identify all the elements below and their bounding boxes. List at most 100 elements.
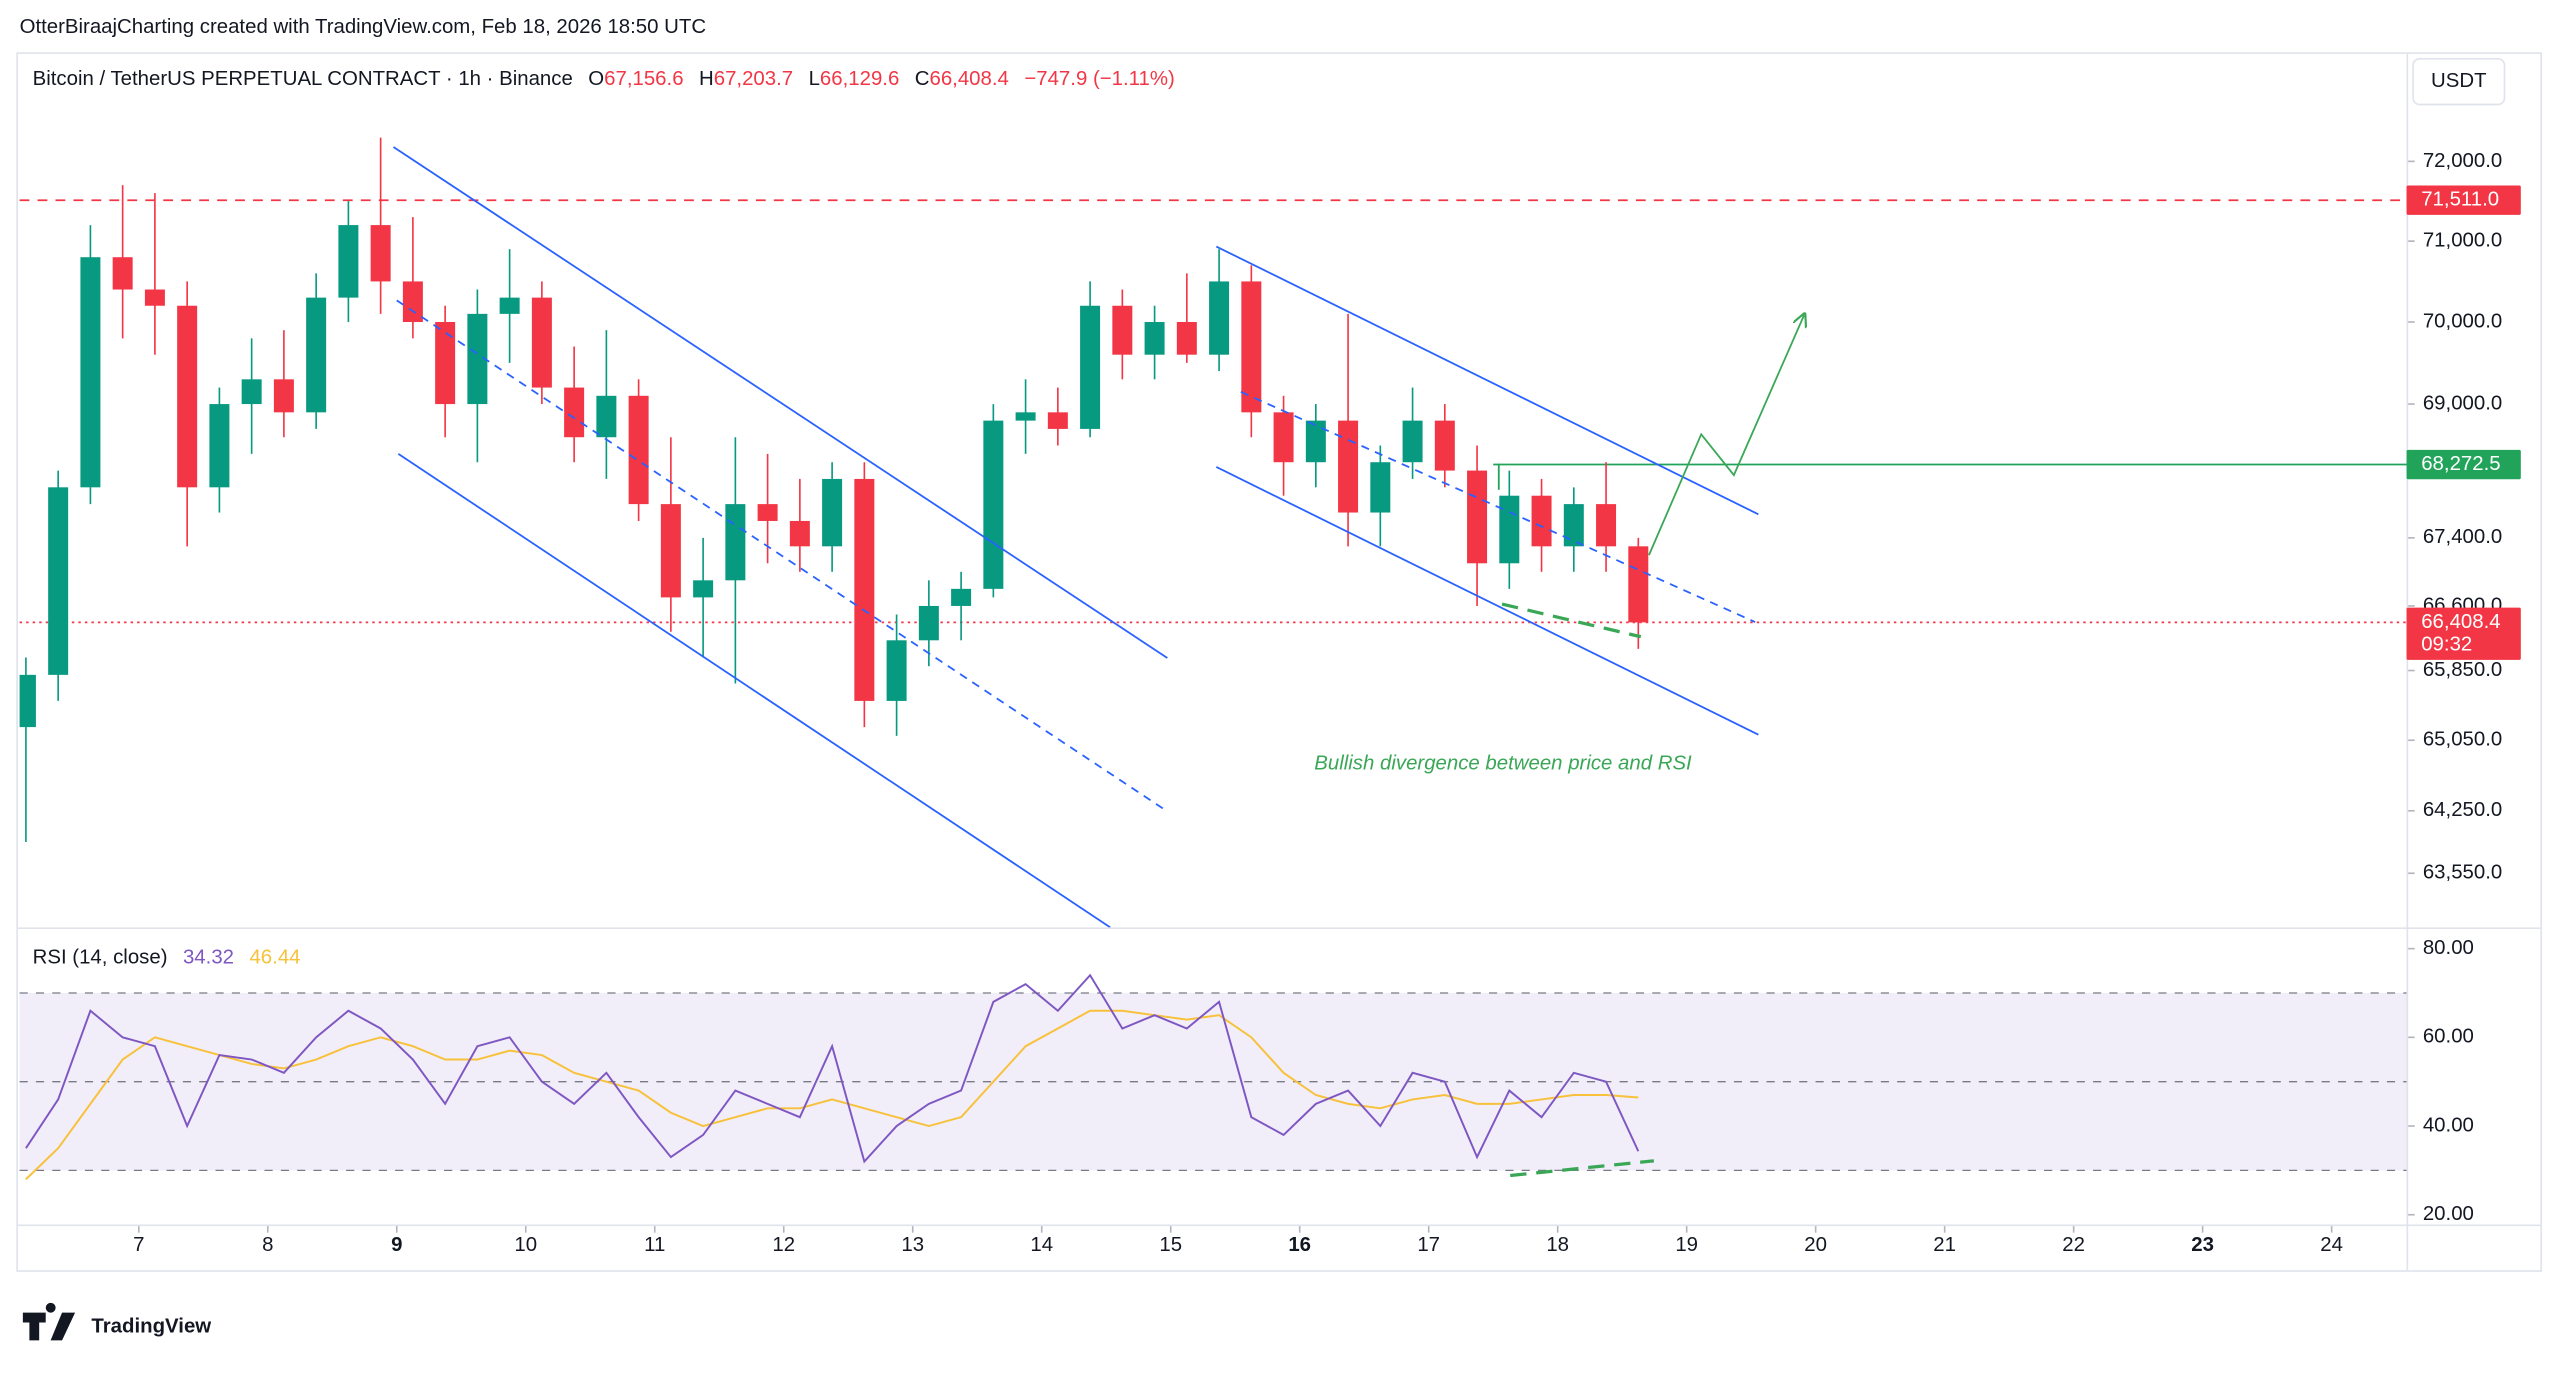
candle-body <box>1015 412 1036 421</box>
rsi-tick-label: 60.00 <box>2423 1026 2474 1048</box>
rsi-value: 34.32 <box>183 947 234 969</box>
channel-mid <box>1240 391 1756 623</box>
candle-body <box>789 520 810 547</box>
x-tick-label: 11 <box>644 1234 665 1256</box>
price-tag <box>2406 185 2521 215</box>
candle-body <box>80 257 101 488</box>
candle-body <box>1499 495 1520 564</box>
logo-icon <box>22 1302 76 1341</box>
rsi-legend: RSI (14, close) 34.32 46.44 <box>33 947 301 969</box>
candle-body <box>1176 322 1197 355</box>
x-tick-label: 23 <box>2191 1234 2214 1256</box>
countdown: 09:32 <box>2421 634 2472 656</box>
candle-body <box>273 379 294 413</box>
divergence-line <box>1501 602 1642 639</box>
x-tick-label: 18 <box>1546 1234 1569 1256</box>
channel-line <box>397 453 1111 928</box>
projection-arrow <box>1648 315 1804 556</box>
candle-body <box>1596 504 1617 547</box>
candle-body <box>370 225 391 282</box>
candle-body <box>112 257 133 290</box>
axes: 72,000.0 71,000.0 70,000.0 69,000.0 67,400.0… <box>133 150 2521 1256</box>
candle-body <box>757 504 778 521</box>
candle-body <box>822 478 843 547</box>
ohlc-label: H <box>699 68 714 90</box>
x-tick-label: 7 <box>133 1234 144 1256</box>
price-tag-label: 68,272.5 <box>2421 453 2500 475</box>
y-tick-label: 65,850.0 <box>2423 659 2502 681</box>
candle-body <box>918 605 939 641</box>
candle-body <box>209 404 230 488</box>
y-tick-label: 67,400.0 <box>2423 526 2502 548</box>
ohlc-value: 67,156.6 <box>604 68 683 90</box>
candle-body <box>1467 470 1488 564</box>
candle-body <box>306 297 327 413</box>
legend: Bitcoin / TetherUS PERPETUAL CONTRACT · … <box>33 68 1175 90</box>
price-tag-label: 71,511.0 <box>2421 189 2499 211</box>
candle-body <box>886 640 907 701</box>
drawings <box>392 146 1804 928</box>
channel-line <box>392 146 1168 659</box>
x-tick-label: 9 <box>391 1234 402 1256</box>
candle-body <box>1338 420 1359 513</box>
x-tick-label: 17 <box>1417 1234 1440 1256</box>
candle-body <box>499 297 520 314</box>
candle-body <box>531 297 552 388</box>
candle-body <box>241 379 262 405</box>
credit: OtterBiraajCharting created with Trading… <box>20 16 706 38</box>
rsi-lines <box>25 973 1640 1180</box>
x-tick-label: 8 <box>262 1234 273 1256</box>
rsi-ma-value: 46.44 <box>249 947 300 969</box>
x-tick-label: 12 <box>772 1234 795 1256</box>
y-tick-label: 69,000.0 <box>2423 392 2502 414</box>
candle-body <box>564 387 585 438</box>
price-tag-label: 66,408.4 <box>2421 611 2500 633</box>
candle-body <box>1144 322 1165 355</box>
x-tick-label: 15 <box>1159 1234 1182 1256</box>
annotation: Bullish divergence between price and RSI <box>1314 752 1692 774</box>
candle-body <box>1531 495 1552 547</box>
candle-body <box>951 588 972 606</box>
candle-body <box>596 395 617 438</box>
channel-line <box>1215 466 1759 736</box>
price-tag <box>2406 449 2521 480</box>
candle-body <box>1209 281 1230 355</box>
candle-body <box>435 322 456 405</box>
candle-body <box>1241 281 1262 413</box>
candle-body <box>144 289 165 306</box>
ohlc-label: C <box>915 68 930 90</box>
currency-button[interactable] <box>2412 57 2506 106</box>
y-tick-label: 64,250.0 <box>2423 799 2502 821</box>
price-tag <box>2406 607 2521 660</box>
x-tick-label: 24 <box>2320 1234 2343 1256</box>
candle-body <box>983 420 1004 589</box>
candle-body <box>693 580 714 598</box>
x-tick-label: 10 <box>514 1234 537 1256</box>
x-tick-label: 14 <box>1030 1234 1053 1256</box>
y-tick-label: 70,000.0 <box>2423 310 2502 332</box>
y-tick-label: 63,550.0 <box>2423 862 2502 884</box>
currency[interactable]: USDT <box>2431 70 2487 92</box>
ohlc-label: O <box>588 68 604 90</box>
rsi-pane <box>19 992 2407 1172</box>
candle-body <box>1273 412 1294 463</box>
rsi-tick-label: 40.00 <box>2423 1114 2474 1136</box>
logo: TradingView <box>22 1302 211 1341</box>
x-tick-label: 20 <box>1804 1234 1827 1256</box>
y-tick-label: 71,000.0 <box>2423 230 2502 252</box>
candle-body <box>628 395 649 505</box>
levels <box>19 199 2407 624</box>
channel-mid <box>396 299 1168 813</box>
symbol: Bitcoin / TetherUS PERPETUAL CONTRACT · … <box>33 68 573 90</box>
candle-body <box>854 478 875 701</box>
candle-body <box>1080 305 1101 429</box>
change: −747.9 (−1.11%) <box>1024 68 1174 90</box>
divergence-line <box>1510 1159 1655 1178</box>
candle-body <box>1047 412 1068 429</box>
rsi-tick-label: 80.00 <box>2423 937 2474 959</box>
candle-body <box>48 487 69 675</box>
candle-body <box>467 313 488 405</box>
x-tick-label: 22 <box>2062 1234 2085 1256</box>
y-tick-label: 72,000.0 <box>2423 150 2502 172</box>
